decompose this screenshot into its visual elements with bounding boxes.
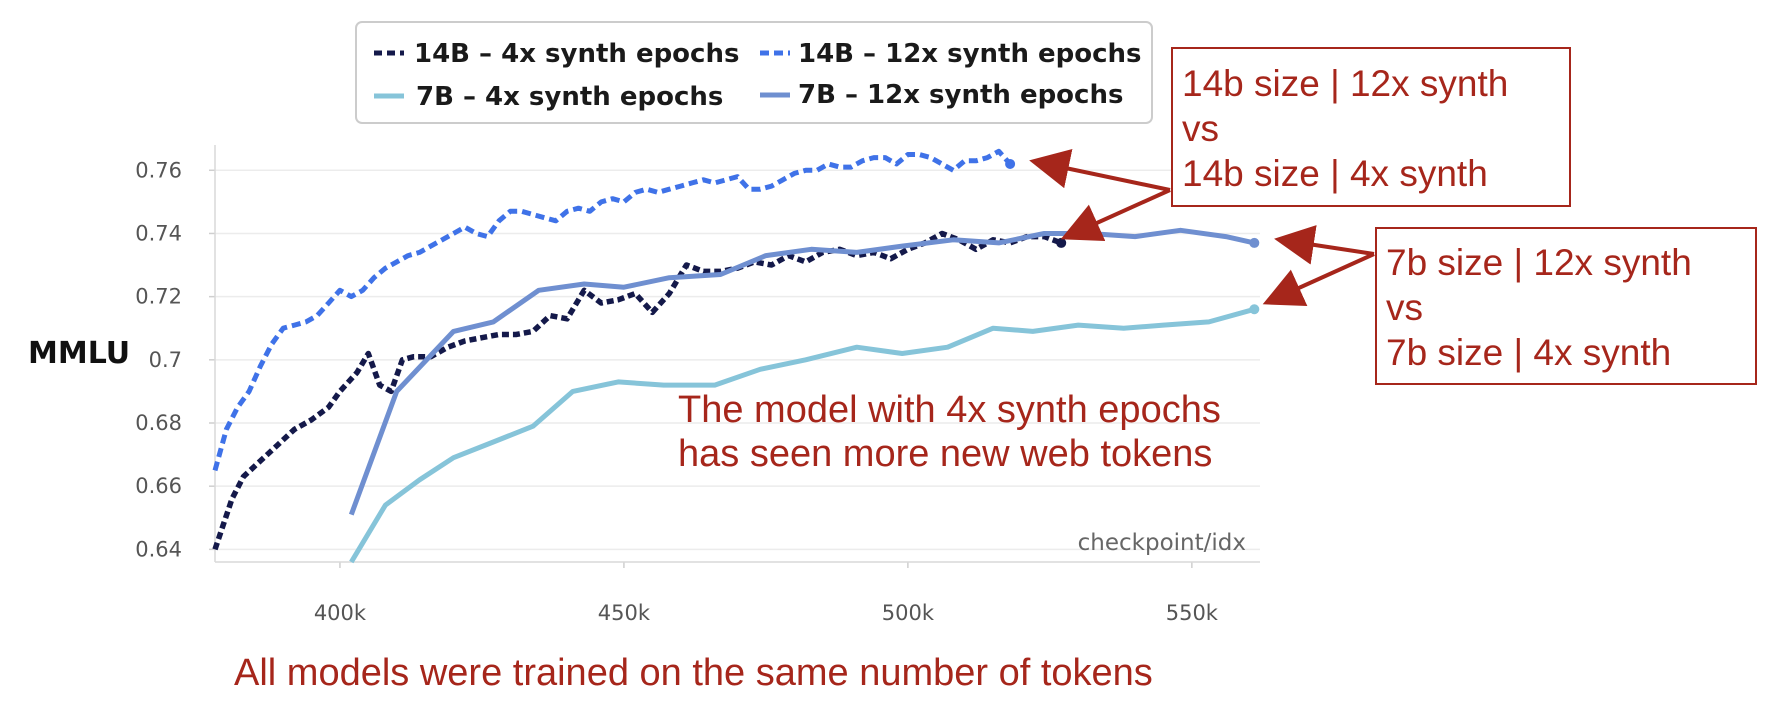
x-axis-label: checkpoint/idx (1078, 530, 1246, 556)
annotation-box-14b: 14b size | 12x synth vs 14b size | 4x sy… (1171, 47, 1571, 207)
legend: 14B – 4x synth epochs 14B – 12x synth ep… (355, 21, 1153, 124)
annotation-box-7b-frame (1375, 227, 1757, 385)
axes (214, 145, 1260, 563)
series-7b-12x-end-point (1249, 237, 1260, 248)
series-14b-12x-line (212, 148, 1012, 472)
y-tick-label: 0.74 (135, 221, 182, 245)
y-tick-label: 0.68 (135, 411, 182, 435)
x-tick-label: 500k (882, 601, 935, 625)
x-tick-label: 450k (598, 601, 651, 625)
bottom-note: All models were trained on the same numb… (234, 652, 1153, 694)
y-tick-label: 0.64 (135, 537, 182, 561)
arrow-to-7b-4x (1262, 252, 1375, 307)
y-tick-label: 0.66 (135, 474, 182, 498)
y-tick-label: 0.72 (135, 285, 182, 309)
gridlines (209, 169, 1260, 568)
legend-box (355, 21, 1153, 124)
series-group (212, 148, 1260, 564)
legend-label-7b-12x: 7B – 12x synth epochs (798, 80, 1123, 110)
x-tick-labels: 400k 450k 500k 550k (314, 601, 1219, 625)
annotation-box-7b-line-2: vs (1386, 287, 1423, 328)
series-14b-12x-end-point (1005, 158, 1016, 169)
arrow-to-7b-12x (1274, 225, 1375, 265)
y-tick-label: 0.76 (135, 158, 182, 182)
y-axis-label: MMLU (28, 336, 130, 371)
series-7b-4x-line (349, 306, 1255, 564)
annotation-arrows (1029, 149, 1375, 307)
arrow-to-14b-4x (1060, 188, 1171, 242)
annotation-box-14b-line-3: 14b size | 4x synth (1182, 153, 1488, 194)
annotation-middle-line-1: The model with 4x synth epochs (678, 389, 1221, 431)
annotation-box-14b-line-2: vs (1182, 108, 1219, 149)
y-tick-labels: 0.64 0.66 0.68 0.7 0.72 0.74 0.76 (135, 158, 182, 561)
annotation-box-14b-line-1: 14b size | 12x synth (1182, 63, 1508, 104)
annotation-box-7b: 7b size | 12x synth vs 7b size | 4x synt… (1375, 227, 1757, 385)
legend-label-14b-4x: 14B – 4x synth epochs (414, 39, 739, 69)
arrow-to-14b-12x (1029, 149, 1171, 192)
x-tick-label: 400k (314, 601, 367, 625)
y-tick-label: 0.7 (149, 348, 182, 372)
series-7b-4x-end-point (1249, 304, 1260, 315)
x-tick-label: 550k (1166, 601, 1219, 625)
legend-label-7b-4x: 7B – 4x synth epochs (416, 82, 723, 112)
annotation-box-7b-line-1: 7b size | 12x synth (1386, 242, 1692, 283)
legend-label-14b-12x: 14B – 12x synth epochs (798, 39, 1142, 69)
annotation-middle-line-2: has seen more new web tokens (678, 433, 1212, 475)
series-7b-12x-line (348, 227, 1255, 516)
annotation-box-14b-frame (1171, 47, 1571, 207)
annotation-box-7b-line-3: 7b size | 4x synth (1386, 332, 1671, 373)
series-14b-4x-end-point (1056, 237, 1067, 248)
